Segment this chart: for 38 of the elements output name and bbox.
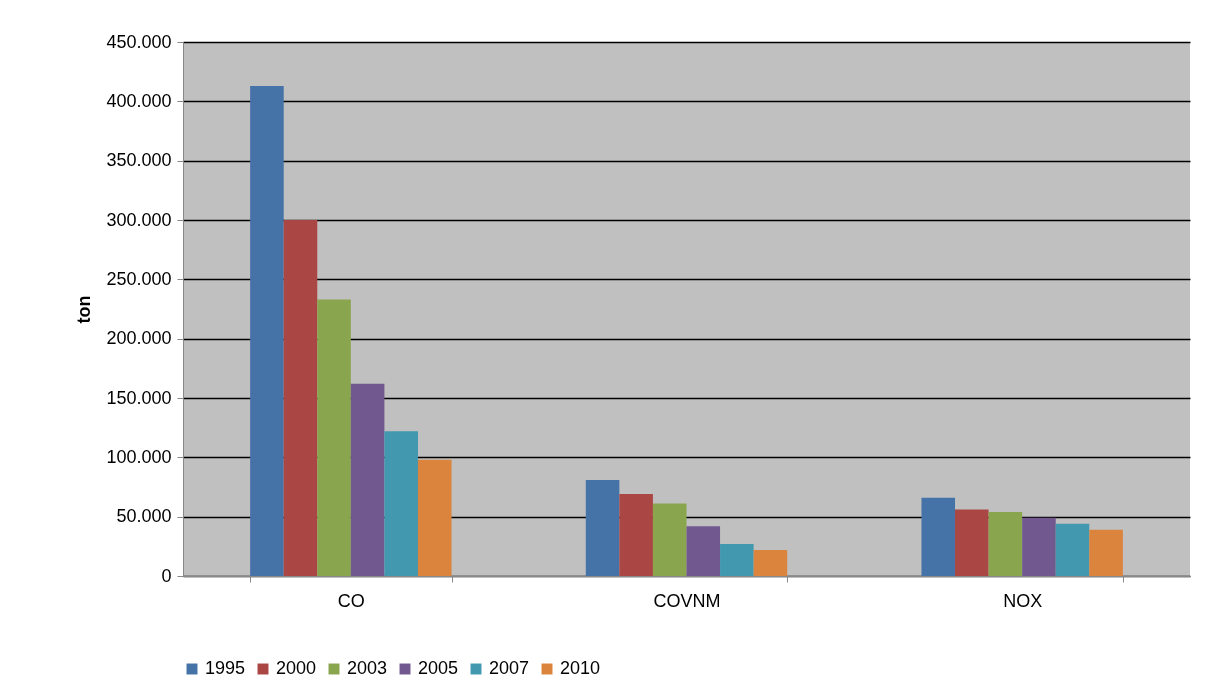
- legend-label: 2007: [489, 658, 530, 678]
- bar: [417, 459, 452, 576]
- legend-label: 2010: [560, 658, 601, 678]
- bar: [955, 509, 989, 576]
- y-tick-label: 0: [161, 565, 172, 586]
- x-tick-label: CO: [337, 590, 365, 611]
- bar: [1089, 529, 1123, 576]
- y-tick-label: 350.000: [106, 150, 172, 171]
- y-tick-label: 400.000: [106, 90, 172, 111]
- legend-label: 2000: [276, 658, 317, 678]
- bar: [283, 220, 318, 576]
- bar: [988, 511, 1023, 576]
- legend-label: 2005: [418, 658, 459, 678]
- y-axis-title: ton: [74, 295, 95, 324]
- x-tick-label: COVNM: [653, 590, 721, 611]
- legend-label: 1995: [205, 658, 246, 678]
- bar: [384, 431, 418, 576]
- y-tick-label: 150.000: [106, 387, 172, 408]
- bar: [686, 526, 721, 576]
- bar: [720, 543, 754, 576]
- bar: [753, 549, 788, 576]
- legend-label: 2003: [347, 658, 388, 678]
- bar: [585, 479, 620, 576]
- y-tick-label: 200.000: [106, 328, 172, 349]
- y-tick-label: 250.000: [106, 268, 172, 289]
- y-tick-label: 300.000: [106, 209, 172, 230]
- bar: [1022, 517, 1056, 576]
- bar: [921, 497, 956, 576]
- x-tick-label: NOX: [1003, 590, 1043, 611]
- bar: [317, 299, 351, 576]
- bar: [250, 85, 284, 576]
- y-tick-label: 100.000: [106, 446, 172, 467]
- bar: [652, 503, 687, 576]
- y-tick-label: 50.000: [116, 506, 172, 527]
- bar: [350, 383, 385, 576]
- y-tick-label: 450.000: [106, 31, 172, 52]
- bar: [619, 494, 653, 576]
- bar: [1055, 523, 1090, 576]
